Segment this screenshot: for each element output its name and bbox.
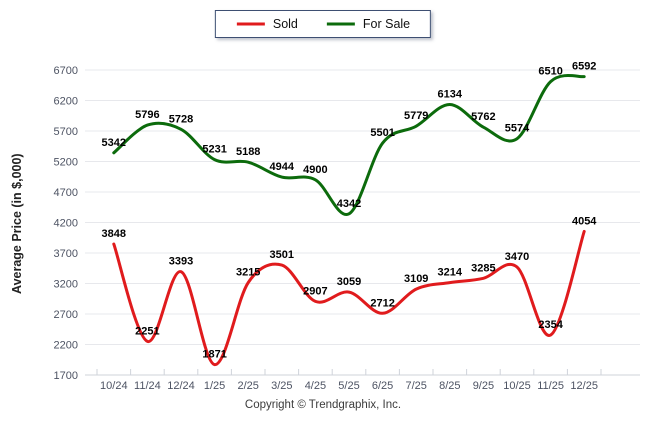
data-label-for-sale: 5188 bbox=[236, 146, 260, 158]
for-sale-series-line bbox=[112, 74, 586, 216]
for-sale-legend-line-icon bbox=[326, 22, 355, 26]
data-label-sold: 3215 bbox=[236, 267, 260, 279]
y-tick-label: 6200 bbox=[54, 96, 78, 108]
data-label-sold: 2712 bbox=[370, 297, 394, 309]
data-label-sold: 3501 bbox=[270, 249, 294, 261]
copyright-text: Copyright © Trendgraphix, Inc. bbox=[244, 399, 402, 411]
sold-series-line bbox=[112, 229, 586, 367]
data-label-for-sale: 4900 bbox=[303, 164, 327, 176]
data-label-sold: 3470 bbox=[505, 251, 529, 263]
data-label-for-sale: 5231 bbox=[202, 144, 226, 156]
x-tick-label: 11/24 bbox=[134, 380, 161, 392]
data-label-sold: 3214 bbox=[438, 267, 463, 279]
sold-legend-line-icon bbox=[236, 22, 265, 26]
y-tick-label: 2200 bbox=[54, 340, 78, 352]
data-label-for-sale: 5728 bbox=[169, 113, 193, 125]
x-tick-label: 6/25 bbox=[372, 380, 393, 392]
data-label-for-sale: 4944 bbox=[270, 161, 295, 173]
y-tick-label: 6700 bbox=[54, 65, 78, 77]
x-tick-label: 12/24 bbox=[167, 380, 195, 392]
y-tick-label: 3700 bbox=[54, 248, 78, 260]
x-tick-label: 3/25 bbox=[271, 380, 292, 392]
x-tick-label: 12/25 bbox=[570, 380, 598, 392]
legend-label: For Sale bbox=[362, 17, 411, 31]
data-label-sold: 3109 bbox=[404, 273, 428, 285]
data-label-for-sale: 5779 bbox=[404, 110, 428, 122]
data-label-sold: 3848 bbox=[102, 228, 126, 240]
legend-label: Sold bbox=[272, 17, 298, 31]
data-label-sold: 2251 bbox=[135, 325, 159, 337]
y-tick-label: 4700 bbox=[54, 187, 78, 199]
y-tick-label: 3200 bbox=[54, 279, 78, 291]
x-tick-label: 9/25 bbox=[473, 380, 494, 392]
data-label-for-sale: 6134 bbox=[438, 89, 463, 101]
data-label-for-sale: 4342 bbox=[337, 198, 361, 210]
x-tick-label: 7/25 bbox=[405, 380, 426, 392]
legend-item-for-sale: For Sale bbox=[326, 17, 410, 31]
data-label-sold: 3059 bbox=[337, 276, 361, 288]
x-tick-label: 10/24 bbox=[100, 380, 128, 392]
x-tick-label: 10/25 bbox=[503, 380, 531, 392]
data-label-sold: 4054 bbox=[572, 215, 597, 227]
legend-box: Sold For Sale bbox=[214, 10, 432, 38]
data-label-for-sale: 6510 bbox=[538, 66, 562, 78]
y-tick-label: 2700 bbox=[54, 309, 78, 321]
x-tick-label: 1/25 bbox=[204, 380, 225, 392]
data-label-sold: 2354 bbox=[538, 319, 563, 331]
data-label-for-sale: 5762 bbox=[471, 111, 495, 123]
data-label-for-sale: 6592 bbox=[572, 61, 596, 73]
y-tick-label: 1700 bbox=[54, 370, 78, 382]
x-tick-label: 2/25 bbox=[237, 380, 258, 392]
y-tick-label: 5200 bbox=[54, 157, 78, 169]
y-tick-label: 5700 bbox=[54, 126, 78, 138]
data-label-for-sale: 5501 bbox=[370, 127, 394, 139]
data-label-for-sale: 5574 bbox=[505, 123, 530, 135]
x-tick-label: 4/25 bbox=[305, 380, 326, 392]
x-tick-label: 8/25 bbox=[439, 380, 460, 392]
x-tick-label: 11/25 bbox=[537, 380, 564, 392]
data-label-sold: 3393 bbox=[169, 256, 193, 268]
data-label-sold: 2907 bbox=[303, 285, 327, 297]
data-label-for-sale: 5796 bbox=[135, 109, 159, 121]
data-label-sold: 1871 bbox=[202, 349, 226, 361]
data-label-for-sale: 5342 bbox=[102, 137, 126, 149]
x-tick-label: 5/25 bbox=[338, 380, 359, 392]
data-label-sold: 3285 bbox=[471, 262, 495, 274]
legend-item-sold: Sold bbox=[236, 17, 298, 31]
y-tick-label: 4200 bbox=[54, 218, 78, 230]
